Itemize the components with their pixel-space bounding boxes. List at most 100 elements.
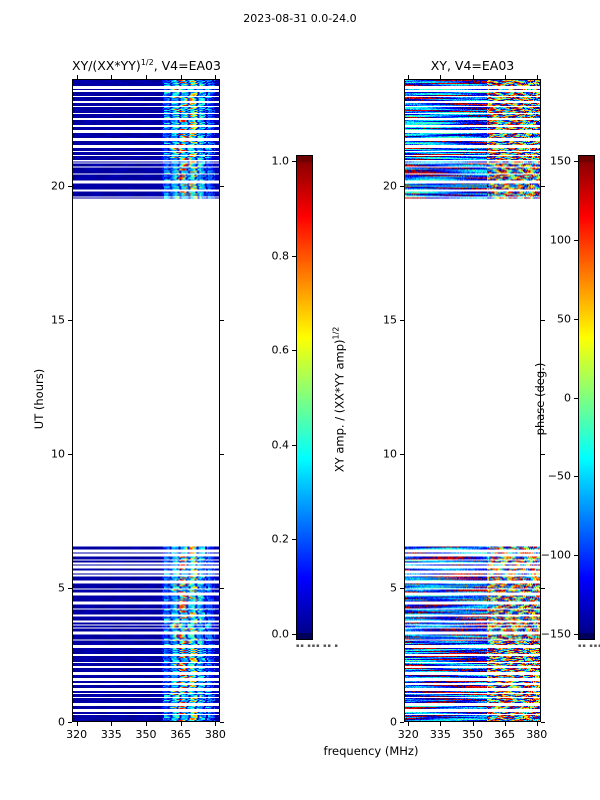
x-tick-label-left-350: 350: [135, 728, 157, 741]
x-tickmark-right: [536, 722, 538, 726]
amplitude-colorbar-tickmark: [292, 634, 296, 635]
phase-heatmap-image: [405, 80, 540, 721]
x-tickmark-top-right: [504, 75, 506, 79]
phase-colorbar-under-cap: ▪▪ ▪▪▪ ▪▪ ▪: [578, 643, 600, 649]
left-panel-title: XY/(XX*YY)1/2, V4=EA03: [72, 58, 221, 74]
amplitude-colorbar-label: XY amp. / (XX*YY amp)1/2: [331, 326, 347, 473]
x-tick-label-left-335: 335: [100, 728, 122, 741]
x-tickmark-top-left: [111, 75, 113, 79]
y-tickmark-inner-right: [541, 186, 545, 188]
phase-colorbar[interactable]: [578, 155, 595, 640]
phase-colorbar-tick-label-4: 50: [557, 312, 571, 326]
phase-heatmap-axes[interactable]: [404, 79, 541, 722]
y-tick-label-left-0: 0: [58, 715, 65, 729]
phase-colorbar-tickmark: [574, 555, 578, 557]
y-tick-label-left-15: 15: [51, 313, 65, 327]
x-tickmark-right: [440, 722, 442, 726]
phase-colorbar-tick-label-2: −50: [547, 469, 571, 483]
y-tickmark-left: [68, 320, 72, 322]
x-tickmark-top-right: [472, 75, 474, 79]
amplitude-colorbar-tickmark: [292, 255, 296, 257]
x-tick-label-left-380: 380: [204, 728, 226, 741]
y-tickmark-left: [68, 722, 72, 723]
x-tickmark-left: [76, 722, 78, 726]
y-tickmark-inner-left: [220, 454, 224, 456]
phase-colorbar-tick-label-3: 0: [564, 391, 571, 404]
x-tickmark-left: [146, 722, 147, 726]
y-tick-label-right-15: 15: [383, 313, 397, 327]
y-tickmark-inner-left: [220, 320, 224, 322]
y-tickmark-right: [400, 186, 404, 188]
figure-suptitle: 2023-08-31 0.0-24.0: [243, 12, 357, 25]
x-tick-label-right-365: 365: [494, 728, 516, 741]
y-tick-label-right-20: 20: [383, 179, 397, 193]
phase-colorbar-tick-label-6: 150: [550, 154, 571, 168]
amplitude-colorbar-tickmark: [292, 350, 296, 352]
amplitude-heatmap-image: [73, 80, 219, 721]
phase-colorbar-tickmark: [574, 634, 578, 635]
x-tickmark-left: [111, 722, 113, 726]
y-tickmark-inner-right: [541, 588, 545, 590]
y-tick-label-left-10: 10: [51, 447, 65, 461]
phase-colorbar-tick-label-5: 100: [550, 233, 571, 247]
y-tickmark-inner-left: [220, 722, 224, 723]
y-tickmark-left: [68, 588, 72, 590]
y-tickmark-inner-left: [220, 588, 224, 590]
amplitude-heatmap-axes[interactable]: [72, 79, 220, 722]
amplitude-colorbar-tick-label-5: 1.0: [271, 154, 290, 168]
y-tickmark-left: [68, 186, 72, 188]
x-tick-label-left-365: 365: [170, 728, 192, 741]
phase-colorbar-tickmark: [574, 397, 578, 399]
amplitude-colorbar-under-cap: ▪▪ ▪▪▪ ▪▪ ▪: [296, 643, 339, 649]
amplitude-colorbar-tick-label-4: 0.8: [271, 249, 290, 263]
x-tickmark-top-left: [215, 75, 217, 79]
amplitude-colorbar[interactable]: [296, 155, 313, 640]
x-tickmark-top-left: [180, 75, 182, 79]
x-tickmark-left: [215, 722, 217, 726]
x-tick-label-right-350: 350: [462, 728, 483, 741]
amplitude-colorbar-tick-label-2: 0.4: [271, 438, 290, 452]
x-tickmark-top-right: [440, 75, 442, 79]
x-tick-label-right-380: 380: [526, 728, 548, 741]
right-panel-title: XY, V4=EA03: [430, 58, 515, 73]
y-tick-label-right-0: 0: [390, 715, 397, 729]
x-tickmark-right: [408, 722, 410, 726]
y-tickmark-right: [400, 320, 404, 322]
y-tickmark-left: [68, 454, 72, 456]
phase-colorbar-tickmark: [574, 318, 578, 320]
phase-colorbar-tick-label-0: −150: [540, 627, 571, 641]
amplitude-colorbar-tickmark: [292, 539, 296, 541]
x-tickmark-left: [180, 722, 182, 726]
y-tick-label-left-5: 5: [58, 581, 65, 595]
y-tick-label-right-10: 10: [383, 447, 397, 461]
phase-colorbar-tick-label-1: −100: [540, 548, 571, 562]
x-tickmark-top-right: [408, 75, 410, 79]
x-tick-label-left-320: 320: [66, 728, 88, 741]
x-tickmark-top-right: [536, 75, 538, 79]
amplitude-colorbar-tickmark: [292, 161, 296, 162]
amplitude-colorbar-tick-label-0: 0.0: [271, 627, 290, 641]
x-tick-label-right-320: 320: [397, 728, 419, 741]
phase-colorbar-tickmark: [574, 476, 578, 478]
x-tickmark-right: [504, 722, 506, 726]
y-tickmark-right: [400, 588, 404, 590]
y-tickmark-right: [400, 454, 404, 456]
y-tickmark-inner-right: [541, 320, 545, 322]
x-tickmark-right: [472, 722, 474, 726]
left-panel-y-axis-label: UT (hours): [32, 368, 46, 430]
amplitude-colorbar-tickmark: [292, 444, 296, 446]
y-tickmark-right: [400, 722, 404, 723]
x-tickmark-top-left: [76, 75, 78, 79]
x-tick-label-right-335: 335: [429, 728, 451, 741]
amplitude-colorbar-tick-label-1: 0.2: [271, 532, 290, 546]
y-tickmark-inner-right: [541, 722, 545, 723]
phase-colorbar-tickmark: [574, 161, 578, 162]
y-tick-label-left-20: 20: [51, 179, 65, 193]
y-tickmark-inner-right: [541, 454, 545, 456]
x-axis-label: frequency (MHz): [323, 744, 419, 758]
y-tickmark-inner-left: [220, 186, 224, 188]
y-tick-label-right-5: 5: [390, 581, 397, 595]
x-tickmark-top-left: [146, 75, 147, 79]
amplitude-colorbar-tick-label-3: 0.6: [271, 343, 290, 357]
